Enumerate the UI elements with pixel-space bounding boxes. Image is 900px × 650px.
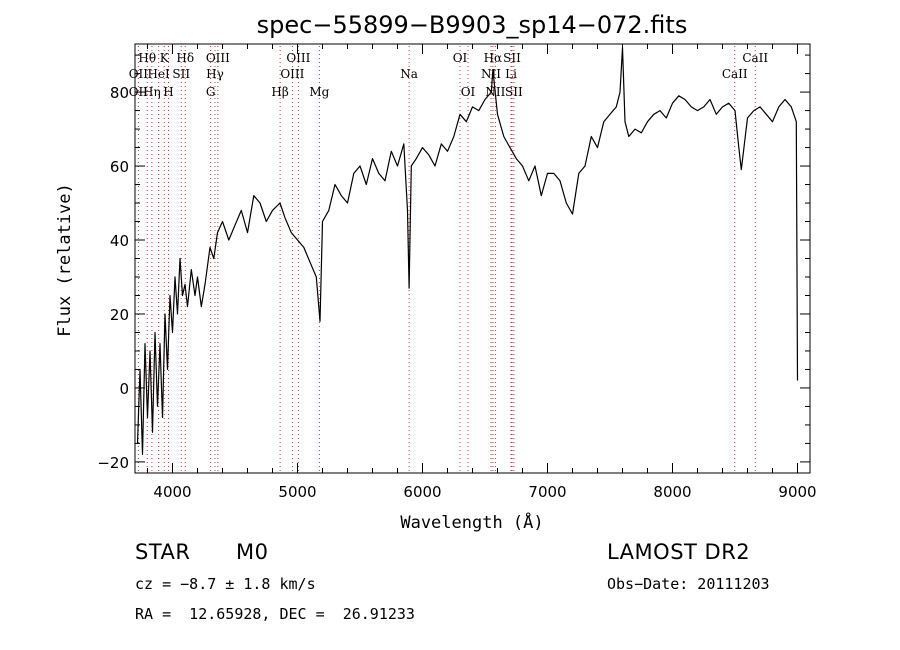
line-label: Na xyxy=(400,67,418,81)
line-label: CaII xyxy=(742,51,768,65)
line-label: Mg xyxy=(309,85,329,99)
line-label: SII xyxy=(503,51,521,65)
y-axis-label: Flux (relative) xyxy=(55,183,75,337)
line-markers xyxy=(137,46,756,473)
object-class: STAR xyxy=(135,540,191,564)
line-label: Hα xyxy=(484,51,503,65)
x-tick-label: 9000 xyxy=(778,483,816,501)
subclass: M0 xyxy=(236,540,269,564)
x-tick-label: 4000 xyxy=(153,483,191,501)
line-label: HeI xyxy=(147,67,170,81)
line-label: Hθ xyxy=(138,51,156,65)
coordinates: RA = 12.65928, DEC = 26.91233 xyxy=(135,605,415,623)
redshift-readout: cz = −8.7 ± 1.8 km/s xyxy=(135,575,316,593)
line-label: OIII xyxy=(280,67,304,81)
y-tick-label: 40 xyxy=(110,232,129,250)
line-label: Hη xyxy=(143,85,161,99)
chart-title: spec−55899−B9903_sp14−072.fits xyxy=(257,11,688,39)
y-tick-label: −20 xyxy=(97,454,129,472)
obs-date: Obs−Date: 20111203 xyxy=(607,575,770,593)
x-tick-label: 7000 xyxy=(528,483,566,501)
line-label: SII xyxy=(505,85,523,99)
line-label: K xyxy=(160,51,170,65)
x-tick-label: 8000 xyxy=(653,483,691,501)
y-tick-label: 0 xyxy=(119,380,129,398)
y-tick-label: 80 xyxy=(110,84,129,102)
y-axis: −20 0 20 40 60 80 xyxy=(97,54,810,472)
line-label: H xyxy=(163,85,173,99)
x-axis-label: Wavelength (Å) xyxy=(400,511,543,533)
y-tick-label: 60 xyxy=(110,158,129,176)
line-label: OIII xyxy=(206,51,230,65)
line-label: G xyxy=(206,85,216,99)
line-label: Li xyxy=(505,67,517,81)
line-label: SII xyxy=(172,67,190,81)
line-label: OIII xyxy=(286,51,310,65)
line-label: Hβ xyxy=(271,85,288,99)
line-label: OI xyxy=(461,85,476,99)
x-tick-label: 5000 xyxy=(278,483,316,501)
line-label: NII xyxy=(481,67,501,81)
spectrum-line xyxy=(136,47,799,456)
line-label: Hδ xyxy=(176,51,194,65)
survey-name: LAMOST DR2 xyxy=(607,540,751,564)
line-label: Hγ xyxy=(206,67,224,81)
line-label: OI xyxy=(453,51,468,65)
x-axis: 4000 5000 6000 7000 8000 9000 xyxy=(147,44,817,501)
x-tick-label: 6000 xyxy=(403,483,441,501)
line-label: CaII xyxy=(722,67,748,81)
y-tick-label: 20 xyxy=(110,306,129,324)
